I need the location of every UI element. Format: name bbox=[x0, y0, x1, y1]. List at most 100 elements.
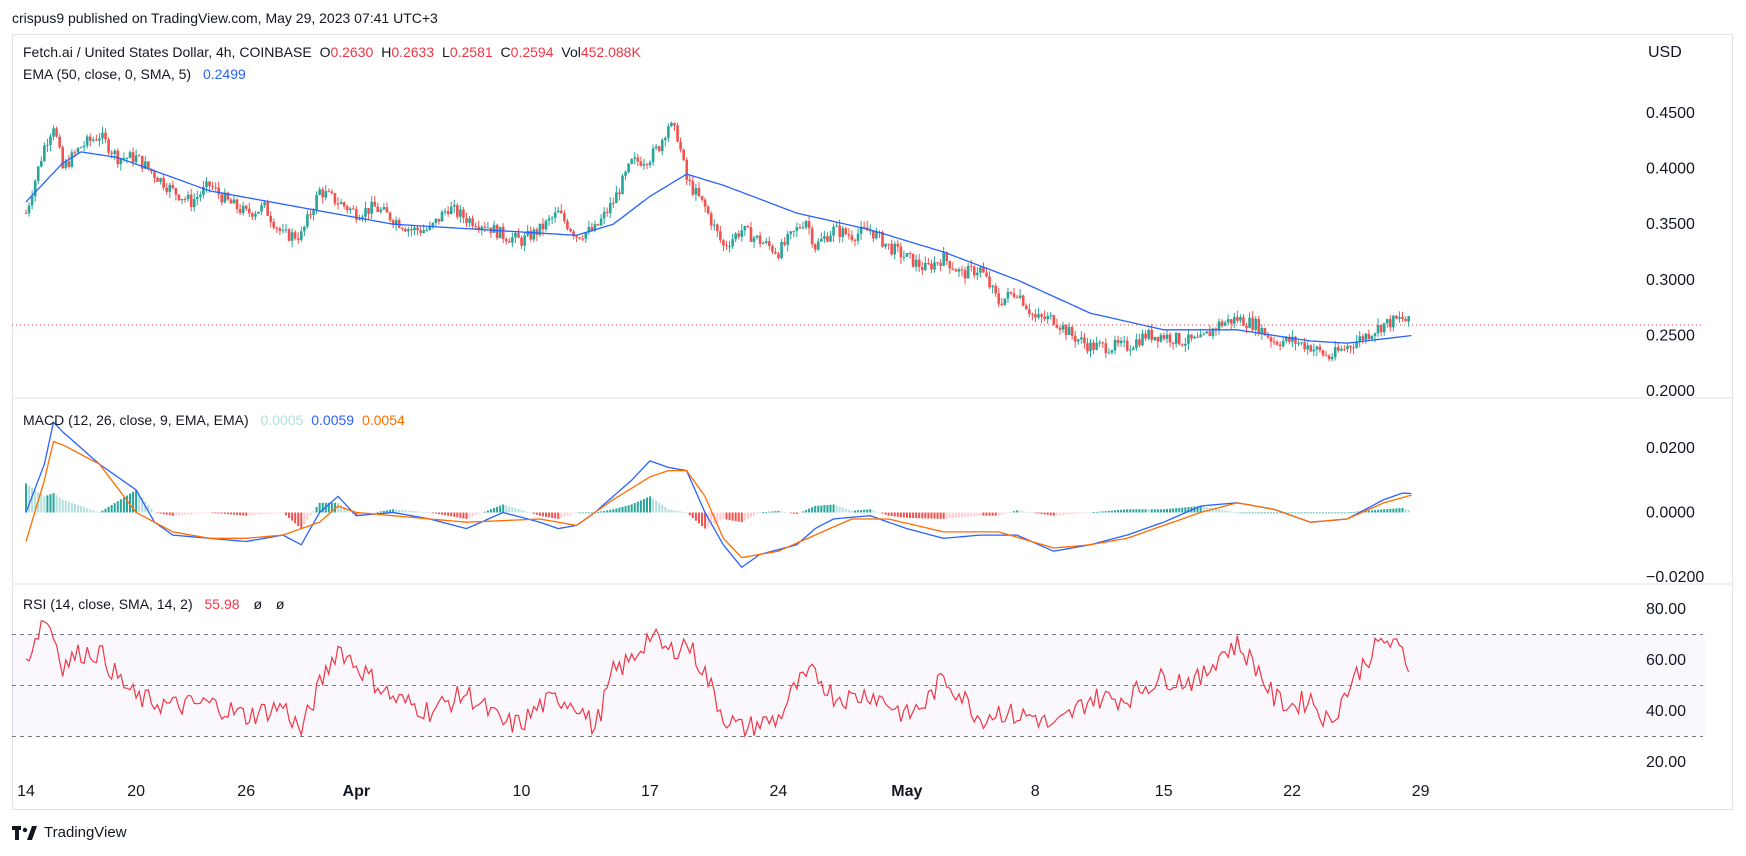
macd-histogram-bar bbox=[603, 510, 606, 513]
macd-histogram-bar bbox=[184, 512, 187, 515]
macd-histogram-bar bbox=[1107, 510, 1110, 513]
macd-histogram-bar bbox=[456, 512, 459, 518]
macd-histogram-bar bbox=[165, 512, 168, 515]
macd-histogram-bar bbox=[1404, 509, 1407, 513]
macd-histogram-bar bbox=[294, 512, 297, 524]
macd-histogram-bar bbox=[202, 512, 205, 514]
macd-histogram-bar bbox=[1175, 508, 1178, 513]
macd-histogram-bar bbox=[636, 501, 639, 513]
macd-histogram-bar bbox=[658, 502, 661, 513]
candle-body bbox=[501, 226, 505, 239]
candle-body bbox=[134, 155, 138, 163]
candle-body bbox=[1116, 340, 1120, 344]
candle-body bbox=[1199, 334, 1202, 338]
candle-body bbox=[771, 245, 774, 252]
macd-histogram-bar bbox=[964, 512, 967, 518]
macd-histogram-bar bbox=[349, 511, 352, 513]
candle-body bbox=[1040, 314, 1043, 317]
macd-histogram-bar bbox=[505, 505, 508, 513]
candle-body bbox=[107, 139, 110, 153]
macd-histogram-bar bbox=[863, 509, 866, 513]
candle-body bbox=[355, 209, 358, 220]
time-axis-tick: 29 bbox=[1412, 783, 1430, 800]
candle-body bbox=[584, 232, 588, 239]
candle-body bbox=[229, 199, 233, 204]
candle-body bbox=[667, 126, 670, 138]
footer-brand[interactable]: TradingView bbox=[44, 824, 127, 841]
candle-body bbox=[774, 251, 777, 254]
candle-body bbox=[569, 229, 572, 232]
macd-histogram-bar bbox=[205, 512, 208, 514]
macd-histogram-bar bbox=[419, 511, 422, 513]
macd-histogram-bar bbox=[514, 508, 517, 513]
candle-body bbox=[716, 224, 719, 232]
macd-histogram-bar bbox=[731, 512, 734, 521]
candle-body bbox=[140, 155, 144, 169]
close-label: C bbox=[500, 44, 511, 60]
price-axis-tick: 0.3000 bbox=[1646, 272, 1695, 289]
macd-histogram-bar bbox=[679, 511, 682, 513]
candle-body bbox=[963, 270, 967, 279]
candle-body bbox=[110, 152, 113, 154]
candle-body bbox=[73, 152, 77, 154]
macd-histogram-bar bbox=[447, 512, 450, 516]
time-axis-tick: 26 bbox=[237, 783, 255, 800]
candle-body bbox=[896, 243, 900, 247]
candle-body bbox=[98, 138, 101, 141]
macd-hist-value: 0.0005 bbox=[260, 412, 304, 428]
macd-histogram-bar bbox=[697, 512, 700, 524]
macd-histogram-bar bbox=[1279, 512, 1282, 514]
candle-body bbox=[443, 211, 447, 213]
candle-body bbox=[244, 205, 248, 209]
macd-histogram-bar bbox=[847, 509, 850, 513]
candle-body bbox=[856, 233, 860, 241]
ema-label[interactable]: EMA (50, close, 0, SMA, 5) bbox=[23, 66, 192, 82]
candle-body bbox=[673, 122, 676, 126]
candle-body bbox=[1067, 327, 1071, 335]
macd-histogram-bar bbox=[884, 512, 887, 515]
macd-histogram-bar bbox=[808, 508, 811, 513]
currency-label[interactable]: USD bbox=[1648, 44, 1682, 61]
candle-body bbox=[293, 232, 297, 239]
macd-histogram-bar bbox=[982, 512, 985, 516]
candle-body bbox=[1395, 315, 1398, 319]
candle-body bbox=[165, 187, 169, 192]
candle-body bbox=[251, 213, 254, 217]
candle-body bbox=[743, 225, 747, 231]
macd-histogram-bar bbox=[639, 500, 642, 513]
candle-body bbox=[52, 128, 55, 137]
macd-histogram-bar bbox=[1159, 509, 1162, 513]
macd-histogram-bar bbox=[1325, 512, 1328, 514]
candle-body bbox=[39, 161, 43, 167]
macd-histogram-bar bbox=[985, 512, 988, 516]
candle-body bbox=[1135, 339, 1138, 348]
candle-body bbox=[1401, 317, 1404, 320]
macd-histogram-bar bbox=[373, 512, 376, 514]
candle-body bbox=[382, 207, 386, 210]
macd-histogram-bar bbox=[948, 512, 951, 519]
candle-body bbox=[920, 267, 924, 271]
candle-body bbox=[1392, 315, 1395, 328]
candle-body bbox=[1128, 349, 1132, 351]
macd-histogram-bar bbox=[905, 512, 908, 518]
rsi-label[interactable]: RSI (14, close, SMA, 14, 2) bbox=[23, 596, 193, 612]
macd-histogram-bar bbox=[688, 512, 691, 516]
macd-histogram-bar bbox=[569, 512, 572, 515]
candle-body bbox=[627, 163, 630, 172]
symbol-label[interactable]: Fetch.ai / United States Dollar, 4h, COI… bbox=[23, 44, 312, 60]
candle-body bbox=[927, 262, 930, 264]
macd-histogram-bar bbox=[401, 510, 404, 513]
macd-histogram-bar bbox=[945, 512, 948, 519]
macd-label[interactable]: MACD (12, 26, close, 9, EMA, EMA) bbox=[23, 412, 249, 428]
candle-body bbox=[612, 203, 615, 205]
candle-body bbox=[807, 221, 811, 229]
macd-signal-value: 0.0054 bbox=[361, 412, 405, 428]
candle-body bbox=[844, 228, 848, 235]
macd-histogram-bar bbox=[25, 483, 27, 513]
candle-body bbox=[1291, 336, 1294, 342]
time-axis-tick: May bbox=[891, 783, 922, 800]
candle-body bbox=[468, 218, 471, 224]
macd-histogram-bar bbox=[581, 512, 584, 514]
candle-body bbox=[1104, 343, 1108, 353]
